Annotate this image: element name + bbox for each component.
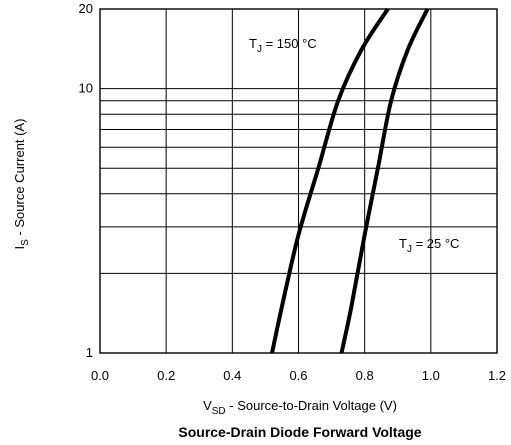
series-curves bbox=[270, 7, 430, 354]
y-axis-label-suffix: - Source Current (A) bbox=[12, 119, 27, 240]
x-axis-label-suffix: - Source-to-Drain Voltage (V) bbox=[226, 398, 397, 413]
series-label-150c-suffix: = 150 °C bbox=[262, 36, 317, 51]
series-label-25c-prefix: T bbox=[399, 236, 407, 251]
y-tick-label-2: 20 bbox=[79, 1, 93, 16]
y-tick-label-1: 10 bbox=[79, 81, 93, 96]
x-tick-label-2: 0.4 bbox=[223, 368, 241, 383]
x-axis-label-prefix: V bbox=[203, 398, 212, 413]
x-tick-label-1: 0.2 bbox=[157, 368, 175, 383]
y-axis-label: IS - Source Current (A) bbox=[12, 119, 31, 250]
series-label-150c-prefix: T bbox=[249, 36, 257, 51]
grid-lines bbox=[99, 8, 498, 354]
x-tick-label-3: 0.6 bbox=[289, 368, 307, 383]
x-tick-label-5: 1.0 bbox=[422, 368, 440, 383]
series-curve-1 bbox=[339, 8, 430, 354]
series-label-25c-subscript: J bbox=[407, 244, 412, 255]
series-curve-0 bbox=[270, 7, 390, 354]
y-axis-label-prefix: I bbox=[12, 246, 27, 250]
chart-title: Source-Drain Diode Forward Voltage bbox=[178, 424, 421, 440]
x-axis-label-subscript: SD bbox=[212, 406, 226, 417]
series-label-25c-suffix: = 25 °C bbox=[412, 236, 459, 251]
y-tick-label-0: 1 bbox=[86, 345, 93, 360]
y-tick-labels: 1 10 20 bbox=[79, 1, 93, 360]
series-label-25c: TJ = 25 °C bbox=[399, 236, 459, 255]
series-label-150c: TJ = 150 °C bbox=[249, 36, 317, 55]
x-tick-label-6: 1.2 bbox=[488, 368, 506, 383]
x-tick-label-0: 0.0 bbox=[91, 368, 109, 383]
x-tick-labels: 0.0 0.2 0.4 0.6 0.8 1.0 1.2 bbox=[91, 368, 506, 383]
x-tick-label-4: 0.8 bbox=[356, 368, 374, 383]
series-label-150c-subscript: J bbox=[257, 44, 262, 55]
x-axis-label: VSD - Source-to-Drain Voltage (V) bbox=[203, 398, 397, 417]
y-axis-label-subscript: S bbox=[20, 239, 31, 246]
plot-frame bbox=[99, 8, 498, 354]
